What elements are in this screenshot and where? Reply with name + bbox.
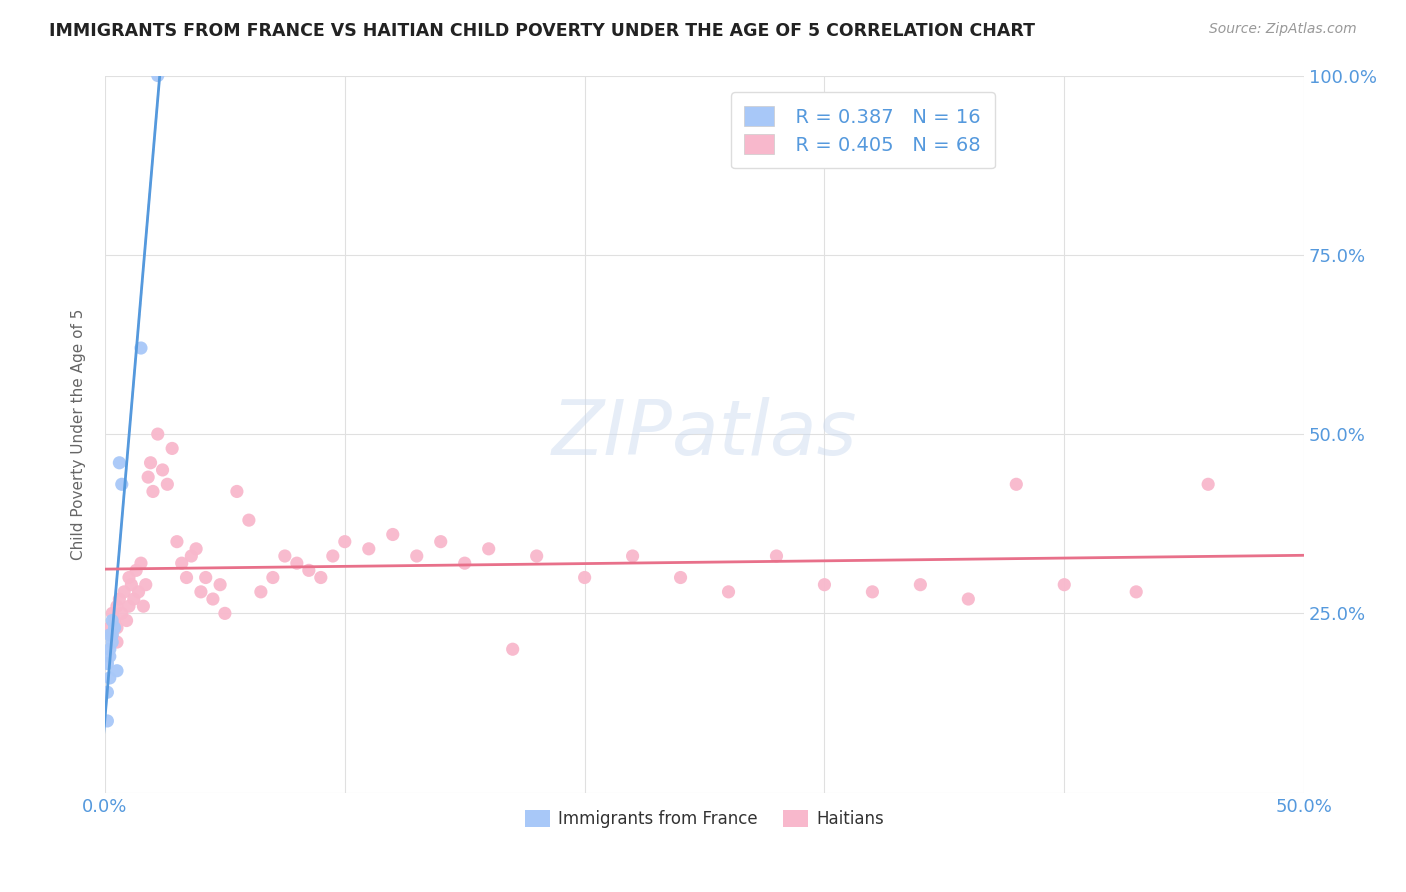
- Point: [184, 541, 207, 556]
- Point: [170, 556, 193, 570]
- Point: [111, 607, 134, 621]
- Point: [209, 577, 232, 591]
- Point: [190, 585, 212, 599]
- Point: [105, 635, 128, 649]
- Point: [180, 549, 202, 563]
- Point: [96, 714, 118, 728]
- Point: [429, 534, 451, 549]
- Point: [322, 549, 344, 563]
- Point: [139, 456, 162, 470]
- Point: [765, 549, 787, 563]
- Point: [129, 341, 152, 355]
- Point: [125, 563, 148, 577]
- Point: [101, 628, 124, 642]
- Point: [285, 556, 308, 570]
- Point: [101, 614, 124, 628]
- Point: [1053, 577, 1076, 591]
- Point: [454, 556, 477, 570]
- Point: [129, 556, 152, 570]
- Point: [135, 577, 157, 591]
- Point: [118, 570, 141, 584]
- Point: [357, 541, 380, 556]
- Point: [201, 592, 224, 607]
- Point: [98, 621, 121, 635]
- Point: [146, 427, 169, 442]
- Text: IMMIGRANTS FROM FRANCE VS HAITIAN CHILD POVERTY UNDER THE AGE OF 5 CORRELATION C: IMMIGRANTS FROM FRANCE VS HAITIAN CHILD …: [49, 22, 1035, 40]
- Point: [101, 628, 124, 642]
- Point: [156, 477, 179, 491]
- Text: Source: ZipAtlas.com: Source: ZipAtlas.com: [1209, 22, 1357, 37]
- Point: [115, 614, 138, 628]
- Point: [194, 570, 217, 584]
- Point: [274, 549, 297, 563]
- Point: [98, 671, 121, 685]
- Point: [118, 599, 141, 614]
- Point: [120, 577, 142, 591]
- Point: [136, 470, 159, 484]
- Point: [111, 477, 134, 491]
- Point: [502, 642, 524, 657]
- Point: [381, 527, 404, 541]
- Point: [96, 657, 118, 671]
- Point: [146, 69, 169, 83]
- Point: [108, 592, 131, 607]
- Point: [96, 685, 118, 699]
- Point: [526, 549, 548, 563]
- Point: [214, 607, 236, 621]
- Point: [405, 549, 427, 563]
- Point: [142, 484, 165, 499]
- Point: [225, 484, 247, 499]
- Point: [128, 585, 150, 599]
- Point: [1125, 585, 1147, 599]
- Point: [105, 599, 128, 614]
- Point: [478, 541, 501, 556]
- Point: [105, 621, 128, 635]
- Point: [101, 635, 124, 649]
- Point: [250, 585, 273, 599]
- Point: [574, 570, 596, 584]
- Y-axis label: Child Poverty Under the Age of 5: Child Poverty Under the Age of 5: [72, 309, 86, 560]
- Point: [108, 456, 131, 470]
- Point: [98, 642, 121, 657]
- Point: [103, 621, 125, 635]
- Point: [112, 585, 135, 599]
- Point: [132, 599, 155, 614]
- Text: ZIPatlas: ZIPatlas: [551, 397, 858, 471]
- Point: [262, 570, 284, 584]
- Point: [717, 585, 740, 599]
- Point: [1197, 477, 1219, 491]
- Point: [860, 585, 883, 599]
- Legend: Immigrants from France, Haitians: Immigrants from France, Haitians: [519, 803, 891, 835]
- Point: [813, 577, 835, 591]
- Point: [238, 513, 260, 527]
- Point: [152, 463, 174, 477]
- Point: [176, 570, 198, 584]
- Point: [122, 592, 145, 607]
- Point: [309, 570, 332, 584]
- Point: [298, 563, 321, 577]
- Point: [166, 534, 188, 549]
- Point: [621, 549, 644, 563]
- Point: [910, 577, 932, 591]
- Point: [957, 592, 980, 607]
- Point: [333, 534, 356, 549]
- Point: [669, 570, 692, 584]
- Point: [1005, 477, 1028, 491]
- Point: [101, 607, 124, 621]
- Point: [160, 442, 183, 456]
- Point: [105, 664, 128, 678]
- Point: [98, 628, 121, 642]
- Point: [103, 614, 125, 628]
- Point: [98, 649, 121, 664]
